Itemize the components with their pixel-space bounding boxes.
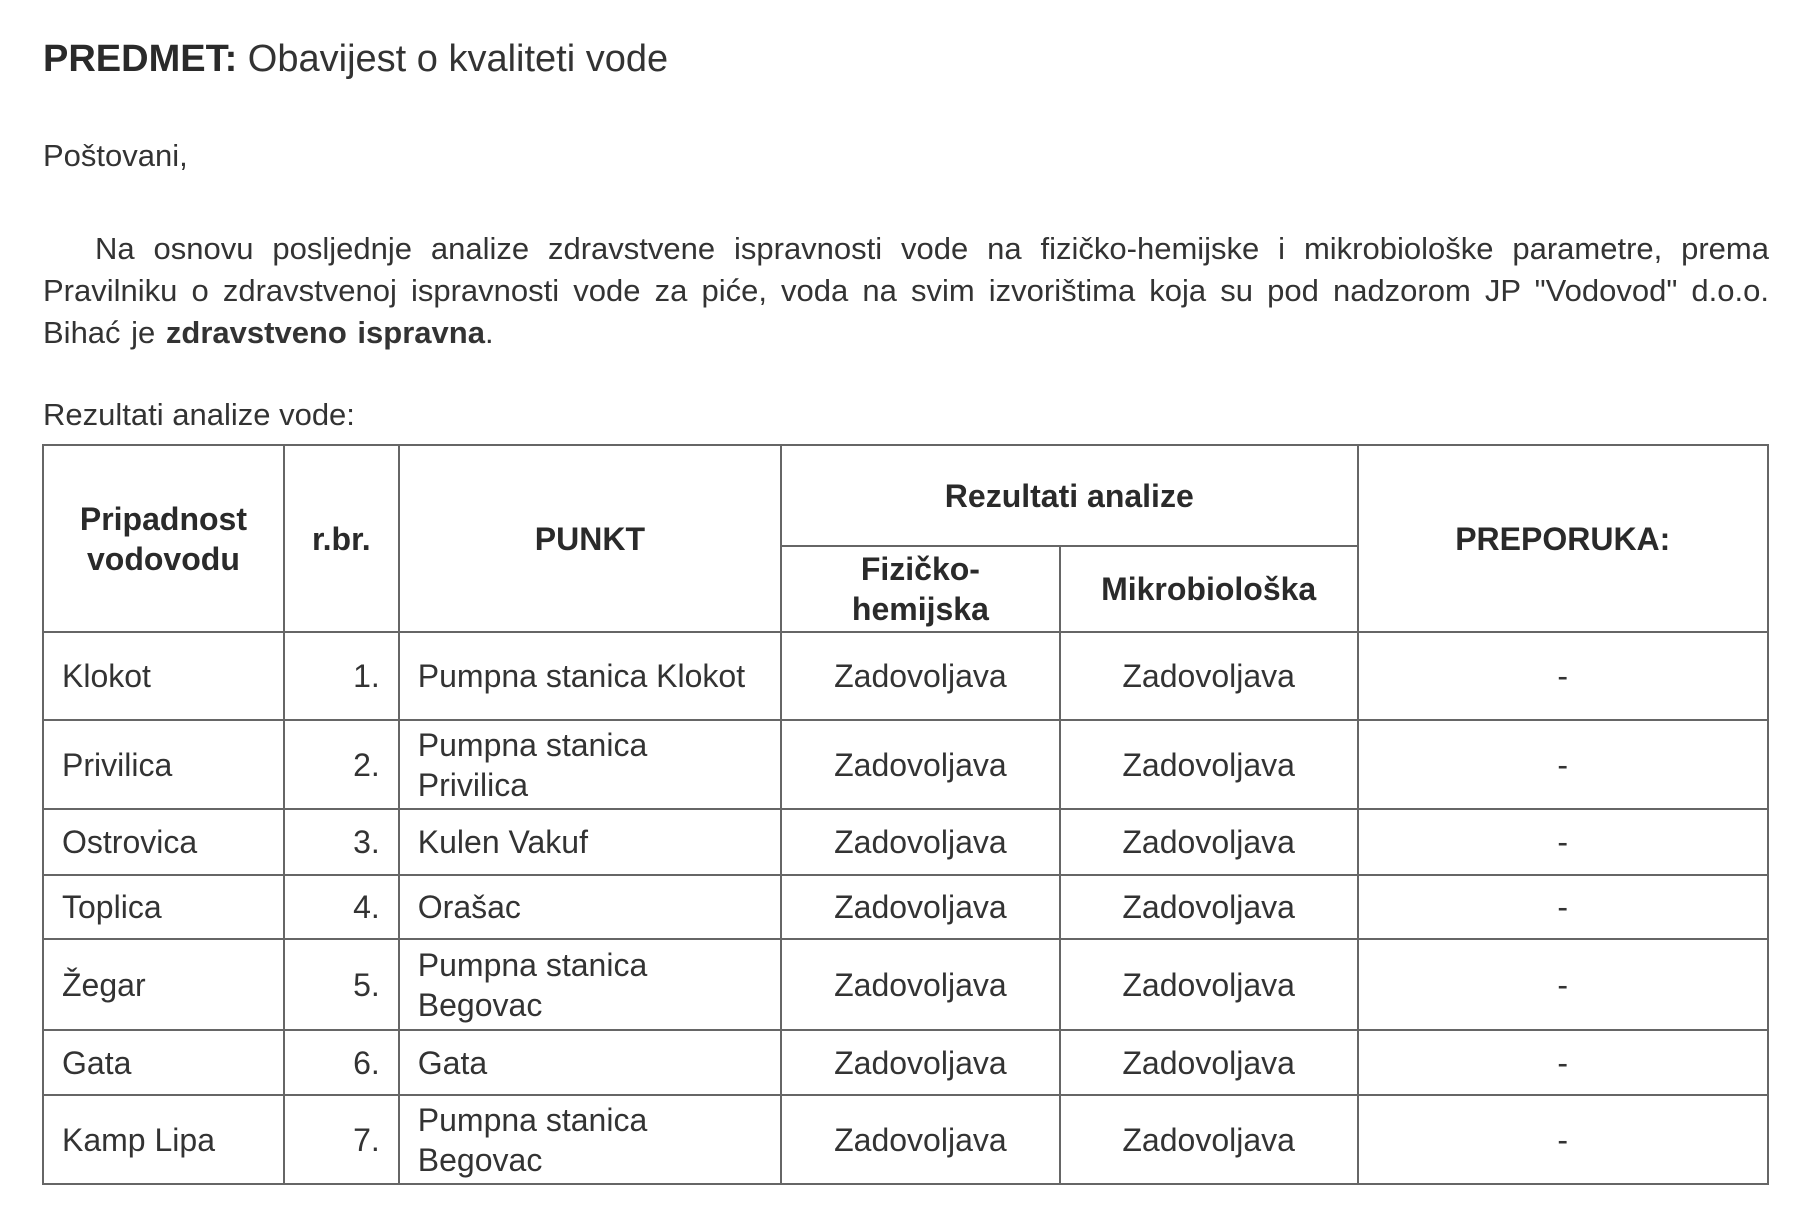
cell-phys: Zadovoljava [780,631,1061,721]
cell-num: 1. [282,631,400,721]
cell-num: 4. [282,874,400,940]
cell-owner: Ostrovica [42,808,285,876]
cell-owner: Kamp Lipa [42,1094,285,1185]
table-row: Žegar 5. Pumpna stanica Begovac Zadovoljava… [42,938,1770,1031]
paragraph-text: Na osnovu posljednje analize zdravstvene… [43,231,1769,350]
header-point: PUNKT [397,444,783,633]
table-row: Ostrovica 3. Kulen Vakuf Zadovoljava Zadovol… [42,808,1770,876]
cell-rec: - [1356,631,1770,721]
cell-phys: Zadovoljava [780,1029,1061,1096]
cell-rec: - [1356,874,1770,940]
subject-line: PREDMET: Obavijest o kvaliteti vode [43,38,668,81]
cell-point: Pumpna stanica Klokot [397,631,783,721]
subject-label: PREDMET: [43,38,238,80]
table-caption: Rezultati analize vode: [43,397,355,432]
header-results: Rezultati analize [780,444,1359,547]
results-table: Pripadnost vodovodu r.br. PUNKT Rezultat… [42,444,1770,1185]
body-paragraph: Na osnovu posljednje analize zdravstvene… [43,228,1769,354]
cell-phys: Zadovoljava [780,874,1061,940]
cell-phys: Zadovoljava [780,808,1061,876]
header-num: r.br. [282,444,400,633]
cell-owner: Gata [42,1029,285,1096]
header-micro: Mikrobiološka [1058,545,1359,633]
cell-num: 3. [282,808,400,876]
cell-rec: - [1356,938,1770,1031]
cell-rec: - [1356,1029,1770,1096]
cell-micro: Zadovoljava [1058,938,1359,1031]
cell-rec: - [1356,1094,1770,1185]
cell-micro: Zadovoljava [1058,874,1359,940]
table-row: Klokot 1. Pumpna stanica Klokot Zadovoljava… [42,631,1770,721]
cell-rec: - [1356,719,1770,810]
cell-num: 2. [282,719,400,810]
cell-owner: Toplica [42,874,285,940]
subject-text: Obavijest o kvaliteti vode [247,38,669,80]
table-row: Gata 6. Gata Zadovoljava Zadovoljava - [42,1029,1770,1096]
cell-point: Pumpna stanica Begovac [397,938,783,1031]
header-owner: Pripadnost vodovodu [42,444,285,633]
cell-point: Kulen Vakuf [397,808,783,876]
cell-phys: Zadovoljava [780,938,1061,1031]
cell-phys: Zadovoljava [780,719,1061,810]
cell-num: 6. [282,1029,400,1096]
cell-owner: Klokot [42,631,285,721]
cell-micro: Zadovoljava [1058,1029,1359,1096]
cell-rec: - [1356,808,1770,876]
cell-point: Gata [397,1029,783,1096]
cell-owner: Žegar [42,938,285,1031]
cell-owner: Privilica [42,719,285,810]
cell-num: 5. [282,938,400,1031]
table-row: Privilica 2. Pumpna stanica Privilica Zadov… [42,719,1770,810]
header-phys: Fizičko-hemijska [780,545,1061,633]
cell-phys: Zadovoljava [780,1094,1061,1185]
paragraph-end: . [484,315,494,350]
header-recommendation: PREPORUKA: [1356,444,1770,633]
cell-point: Pumpna stanica Begovac [397,1094,783,1185]
table-row: Kamp Lipa 7. Pumpna stanica Begovac Zadovol… [42,1094,1770,1185]
paragraph-bold: zdravstveno ispravna [165,315,485,350]
cell-num: 7. [282,1094,400,1185]
cell-micro: Zadovoljava [1058,631,1359,721]
table-row: Toplica 4. Orašac Zadovoljava Zadovoljava - [42,874,1770,940]
cell-point: Orašac [397,874,783,940]
cell-micro: Zadovoljava [1058,1094,1359,1185]
cell-micro: Zadovoljava [1058,808,1359,876]
cell-micro: Zadovoljava [1058,719,1359,810]
greeting: Poštovani, [43,138,188,173]
cell-point: Pumpna stanica Privilica [397,719,783,810]
